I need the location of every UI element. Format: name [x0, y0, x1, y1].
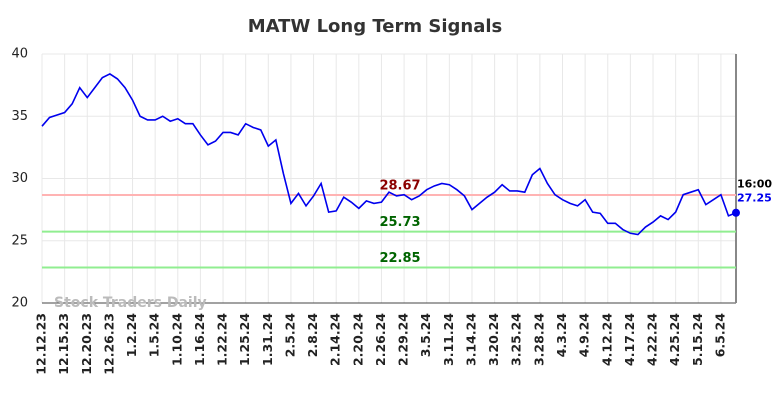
x-tick-label: 2.14.24: [328, 313, 343, 366]
x-tick-label: 12.12.23: [34, 313, 49, 375]
x-tick-label: 12.20.23: [79, 313, 94, 375]
x-tick-label: 4.3.24: [554, 313, 569, 358]
x-tick-label: 3.25.24: [509, 313, 524, 366]
x-tick-label: 4.12.24: [599, 313, 614, 366]
y-tick-label: 40: [11, 47, 28, 62]
x-tick-label: 1.2.24: [124, 313, 139, 358]
x-tick-label: 4.22.24: [645, 313, 660, 366]
x-tick-label: 6.5.24: [712, 313, 727, 358]
x-tick-label: 2.8.24: [305, 313, 320, 358]
x-tick-label: 4.17.24: [622, 313, 637, 366]
x-tick-label: 2.20.24: [350, 313, 365, 366]
x-tick-label: 3.20.24: [486, 313, 501, 366]
x-tick-label: 1.5.24: [147, 313, 162, 358]
x-tick-label: 4.25.24: [667, 313, 682, 366]
y-tick-label: 30: [11, 171, 28, 186]
watermark: Stock Traders Daily: [54, 295, 207, 311]
x-tick-label: 4.9.24: [577, 313, 592, 358]
price-line: [41, 72, 737, 236]
x-tick-label: 2.5.24: [282, 313, 297, 358]
y-tick-label: 35: [11, 109, 28, 124]
x-tick-label: 2.29.24: [396, 313, 411, 366]
signal-label: 25.73: [379, 215, 420, 230]
x-tick-label: 3.5.24: [418, 313, 433, 358]
x-tick-label: 5.15.24: [690, 313, 705, 366]
last-value-label: 27.25: [737, 192, 772, 205]
last-time-label: 16:00: [737, 178, 772, 191]
x-tick-label: 3.11.24: [441, 313, 456, 366]
x-tick-label: 12.15.23: [56, 313, 71, 375]
chart-title: MATW Long Term Signals: [248, 16, 503, 37]
y-tick-label: 25: [11, 233, 28, 248]
x-tick-label: 2.26.24: [373, 313, 388, 366]
last-point: [732, 208, 740, 217]
x-tick-label: 3.14.24: [463, 313, 478, 366]
x-tick-label: 12.26.23: [101, 313, 116, 375]
x-tick-label: 1.10.24: [169, 313, 184, 366]
x-tick-label: 1.16.24: [192, 313, 207, 366]
signal-label: 28.67: [379, 179, 420, 194]
x-tick-label: 1.22.24: [215, 313, 230, 366]
signal-label: 22.85: [379, 251, 420, 266]
y-tick-label: 20: [11, 296, 28, 311]
x-tick-label: 3.28.24: [531, 313, 546, 366]
x-tick-label: 1.25.24: [237, 313, 252, 366]
x-tick-label: 1.31.24: [260, 313, 275, 366]
